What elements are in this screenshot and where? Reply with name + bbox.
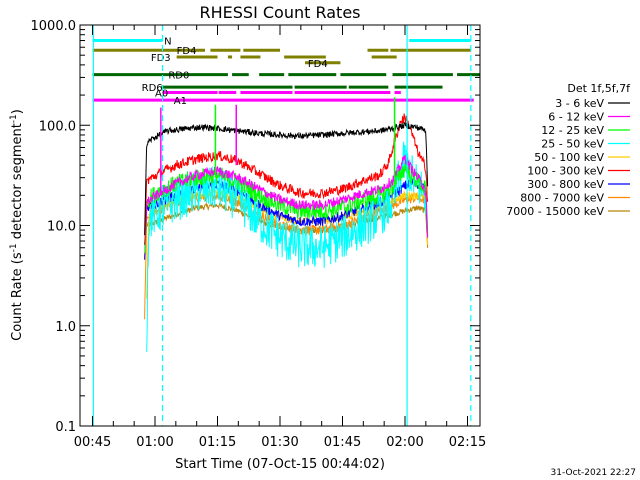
- series-7000-15000-kev-line: [146, 201, 429, 248]
- flag-label-fd3: FD3: [151, 53, 171, 64]
- series-3-6-kev-line: [144, 121, 429, 236]
- y-axis: 1000.0 100.0 10.0 1.0 0.1: [31, 19, 480, 435]
- flag-label-a0: A0: [155, 89, 168, 100]
- y-axis-label-sup2: -1: [9, 114, 19, 123]
- x-tick-label: 02:00: [386, 435, 423, 450]
- x-tick-label: 01:15: [199, 435, 236, 450]
- legend-label: 3 - 6 keV: [555, 97, 604, 110]
- flag-label-n: N: [164, 37, 171, 48]
- flag-label-fd4: FD4: [308, 59, 328, 70]
- series-25-50-kev-line: [146, 141, 429, 353]
- flag-label-fd4: FD4: [177, 46, 197, 57]
- x-axis-label: Start Time (07-Oct-15 00:44:02): [175, 457, 385, 472]
- legend-label: 100 - 300 keV: [527, 165, 604, 178]
- y-tick-label: 1.0: [55, 320, 76, 335]
- chart-title: RHESSI Count Rates: [200, 3, 361, 22]
- x-tick-label: 02:15: [449, 435, 486, 450]
- legend-label: 800 - 7000 keV: [520, 192, 604, 205]
- y-axis-label-end: ): [10, 109, 25, 114]
- plot-timestamp: 31-Oct-2021 22:27: [551, 468, 636, 478]
- legend-label: 6 - 12 keV: [548, 111, 604, 124]
- y-axis-label-sup1: -1: [9, 243, 19, 252]
- legend-title: Det 1f,5f,7f: [567, 82, 631, 95]
- flag-label-rd6: RD6: [142, 83, 163, 94]
- x-tick-label: 01:00: [136, 435, 173, 450]
- series-6-12-kev-line: [144, 154, 429, 245]
- legend-label: 12 - 25 keV: [541, 124, 604, 137]
- y-tick-label: 0.1: [55, 420, 76, 435]
- x-tick-label: 01:30: [261, 435, 298, 450]
- x-tick-label: 00:45: [74, 435, 111, 450]
- x-axis: 00:45 01:00 01:15 01:30 01:45 02:00 02:15: [74, 25, 486, 450]
- x-tick-label: 01:45: [324, 435, 361, 450]
- series-100-300-kev-line: [144, 113, 429, 246]
- y-axis-label-start: Count Rate (s: [10, 252, 25, 341]
- y-tick-label: 10.0: [47, 220, 76, 235]
- flag-label-a1: A1: [174, 96, 187, 107]
- count-rate-curves: [144, 97, 429, 353]
- y-axis-label: Count Rate (s-1 detector segment-1): [9, 109, 25, 341]
- y-tick-label: 1000.0: [31, 19, 77, 34]
- flag-label-rd0: RD0: [168, 71, 189, 82]
- legend-label: 7000 - 15000 keV: [506, 205, 604, 218]
- legend-label: 300 - 800 keV: [527, 178, 604, 191]
- y-tick-label: 100.0: [39, 119, 76, 134]
- legend-label: 50 - 100 keV: [534, 151, 604, 164]
- legend-label: 25 - 50 keV: [541, 138, 604, 151]
- y-axis-label-mid: detector segment: [10, 123, 25, 243]
